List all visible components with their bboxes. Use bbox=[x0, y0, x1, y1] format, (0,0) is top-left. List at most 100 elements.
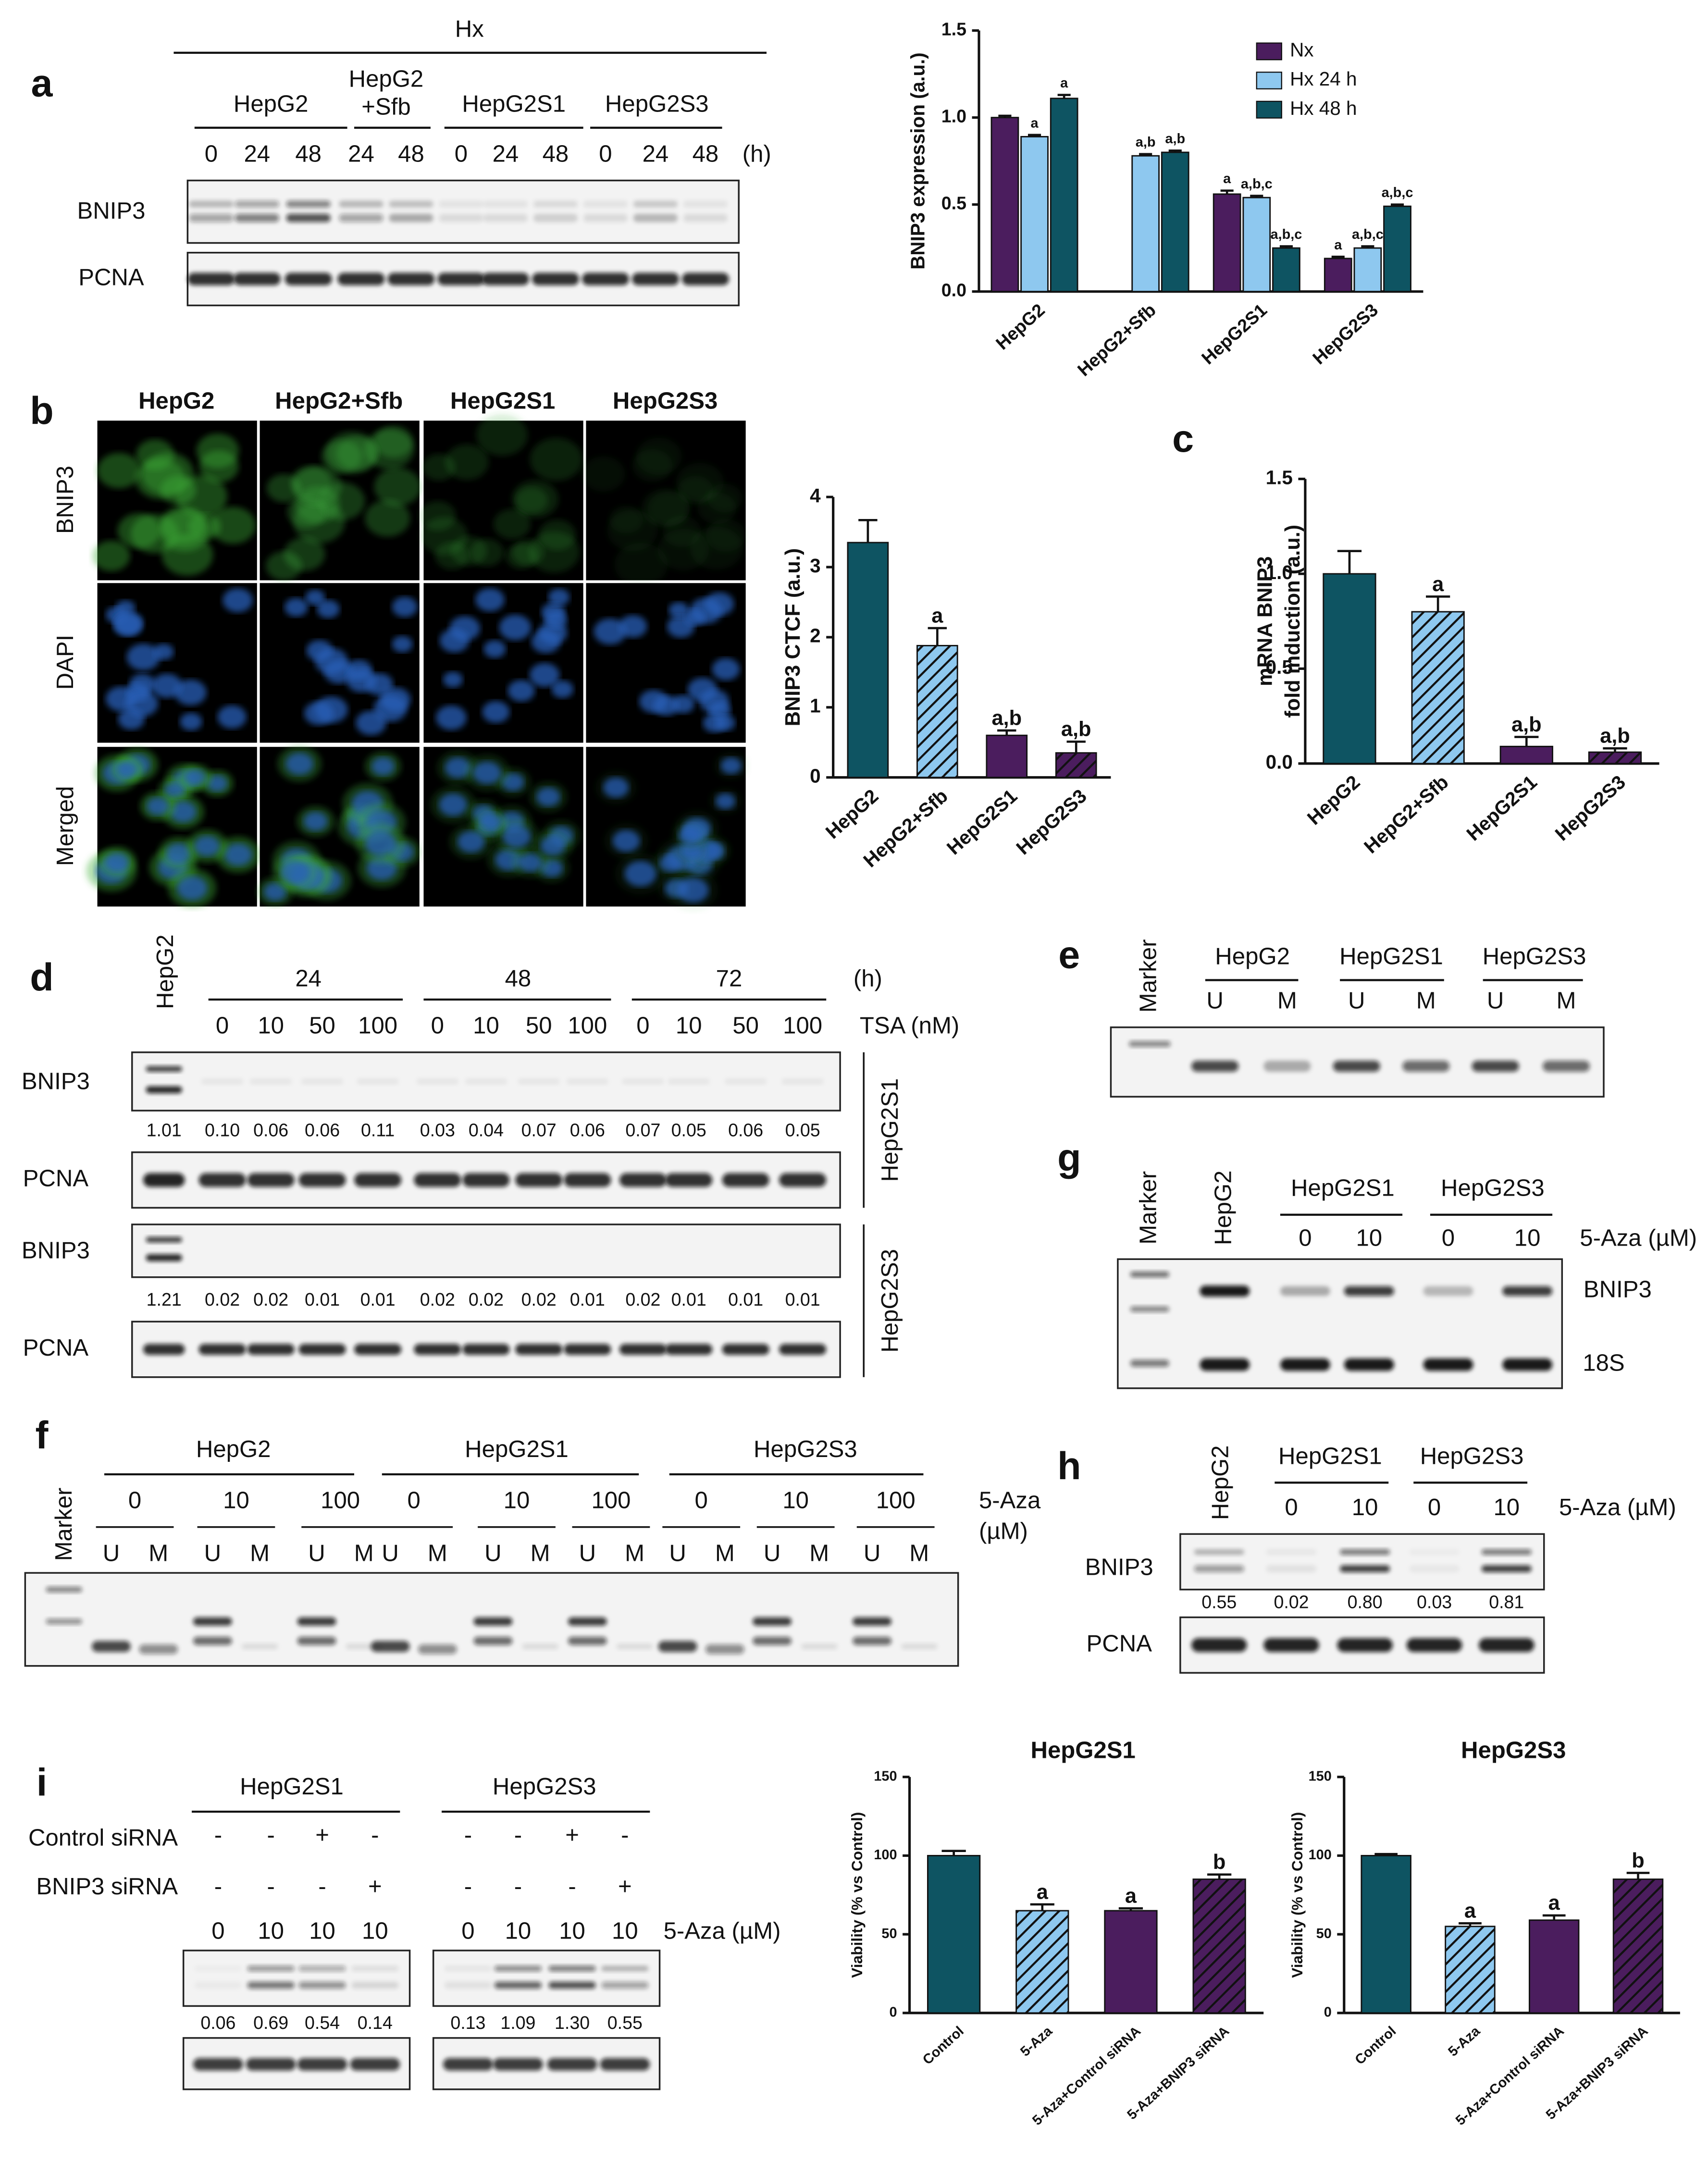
bar bbox=[1104, 1910, 1158, 2014]
nucleus bbox=[180, 713, 202, 731]
significance-label: a,b,c bbox=[1352, 227, 1384, 242]
y-tick-label: 3 bbox=[810, 555, 820, 577]
density: 0.06 bbox=[728, 1120, 763, 1140]
density: 0.80 bbox=[1348, 1592, 1383, 1612]
band bbox=[1406, 1638, 1462, 1652]
bar bbox=[1323, 573, 1376, 765]
band bbox=[339, 213, 384, 222]
group-label: HepG2S1 bbox=[240, 1774, 344, 1800]
lane-label: 100 bbox=[358, 1013, 397, 1039]
band bbox=[92, 1641, 131, 1652]
nucleus bbox=[347, 668, 376, 692]
band bbox=[705, 1644, 744, 1655]
lane-label: 24 bbox=[348, 141, 374, 167]
cell-stain bbox=[582, 456, 625, 492]
nucleus bbox=[594, 618, 627, 645]
lane-label: M bbox=[1416, 988, 1436, 1014]
group-label: HepG2S1 bbox=[1278, 1443, 1382, 1469]
cell-stain bbox=[493, 509, 531, 539]
significance-label: a bbox=[1334, 237, 1342, 253]
band bbox=[139, 1644, 178, 1655]
bar bbox=[1055, 752, 1097, 778]
band bbox=[146, 1086, 182, 1093]
y-tick-label: 1.0 bbox=[1266, 561, 1293, 583]
label: 5-Aza (µM) bbox=[1580, 1225, 1697, 1251]
density: 0.06 bbox=[570, 1120, 605, 1140]
sign: - bbox=[214, 1874, 222, 1900]
density: 0.02 bbox=[1274, 1592, 1309, 1612]
lane-label: U bbox=[103, 1541, 120, 1567]
cell-stain bbox=[657, 529, 709, 571]
band bbox=[548, 1965, 596, 1972]
blot-frame bbox=[1117, 1258, 1563, 1389]
band bbox=[1130, 1359, 1169, 1367]
significance-label: a,b,c bbox=[1241, 176, 1273, 192]
y-axis-label: BNIP3 CTCF (a.u.) bbox=[781, 548, 804, 727]
dose-label: 100 bbox=[321, 1488, 360, 1514]
error-bar bbox=[941, 1850, 966, 1856]
band bbox=[1280, 1286, 1330, 1296]
y-tick-label: 150 bbox=[874, 1768, 897, 1784]
dose-label: 100 bbox=[876, 1488, 916, 1514]
band bbox=[665, 1344, 713, 1355]
group-label: HepG2S3 bbox=[1441, 1175, 1545, 1201]
label: 5-Aza bbox=[979, 1488, 1041, 1514]
density: 0.05 bbox=[671, 1120, 706, 1140]
band bbox=[483, 200, 528, 208]
cell-stain bbox=[196, 433, 239, 468]
label: BNIP3 bbox=[22, 1068, 90, 1094]
group-label: 48 bbox=[505, 966, 532, 992]
sign: - bbox=[318, 1874, 326, 1900]
dose-label: 10 bbox=[559, 1918, 585, 1944]
bar bbox=[927, 1855, 981, 2014]
nucleus bbox=[603, 777, 629, 798]
band bbox=[1340, 1565, 1390, 1572]
label: HepG2S1 bbox=[877, 1078, 903, 1182]
nucleus bbox=[186, 769, 206, 786]
cell-stain bbox=[676, 463, 724, 502]
significance-label: a,b bbox=[1136, 135, 1156, 150]
label: (h) bbox=[854, 966, 882, 992]
density: 1.30 bbox=[555, 2013, 590, 2033]
density: 0.11 bbox=[361, 1120, 395, 1140]
significance-label: a,b bbox=[991, 706, 1022, 729]
nucleus bbox=[531, 630, 561, 654]
band bbox=[1194, 1549, 1244, 1555]
density: 0.05 bbox=[785, 1120, 820, 1140]
band bbox=[564, 1344, 611, 1355]
nucleus bbox=[164, 782, 185, 799]
label: (h) bbox=[743, 141, 771, 167]
dose-label: 0 bbox=[408, 1488, 421, 1514]
dose-label: 10 bbox=[309, 1918, 335, 1944]
nucleus bbox=[285, 753, 313, 775]
band bbox=[414, 1344, 461, 1355]
label: PCNA bbox=[23, 1335, 89, 1361]
band bbox=[298, 1344, 346, 1355]
band bbox=[439, 200, 483, 208]
error-bar bbox=[1626, 1872, 1650, 1879]
sign: - bbox=[214, 1822, 222, 1848]
y-tick-label: 4 bbox=[810, 484, 821, 506]
nucleus bbox=[653, 695, 679, 716]
y-tick-label: 0.5 bbox=[1266, 656, 1293, 678]
nucleus bbox=[540, 836, 566, 856]
x-tick-label: 5-Aza bbox=[1017, 2023, 1055, 2060]
nucleus bbox=[624, 861, 656, 887]
sign: + bbox=[315, 1822, 329, 1848]
density: 0.03 bbox=[1417, 1592, 1452, 1612]
lane-label: 10 bbox=[676, 1013, 702, 1039]
band bbox=[286, 213, 331, 222]
band bbox=[371, 1641, 410, 1652]
nucleus bbox=[153, 643, 174, 660]
density: 0.04 bbox=[469, 1120, 504, 1140]
label: Marker bbox=[51, 1488, 77, 1561]
error-bar bbox=[1426, 595, 1450, 612]
nucleus bbox=[177, 876, 208, 901]
band bbox=[298, 1173, 346, 1187]
dose-label: 10 bbox=[504, 1488, 530, 1514]
panel-letter: a bbox=[31, 62, 53, 105]
nucleus bbox=[436, 705, 467, 730]
sign: + bbox=[618, 1874, 632, 1900]
y-tick-label: 0 bbox=[1324, 2005, 1332, 2020]
band bbox=[622, 1078, 664, 1085]
